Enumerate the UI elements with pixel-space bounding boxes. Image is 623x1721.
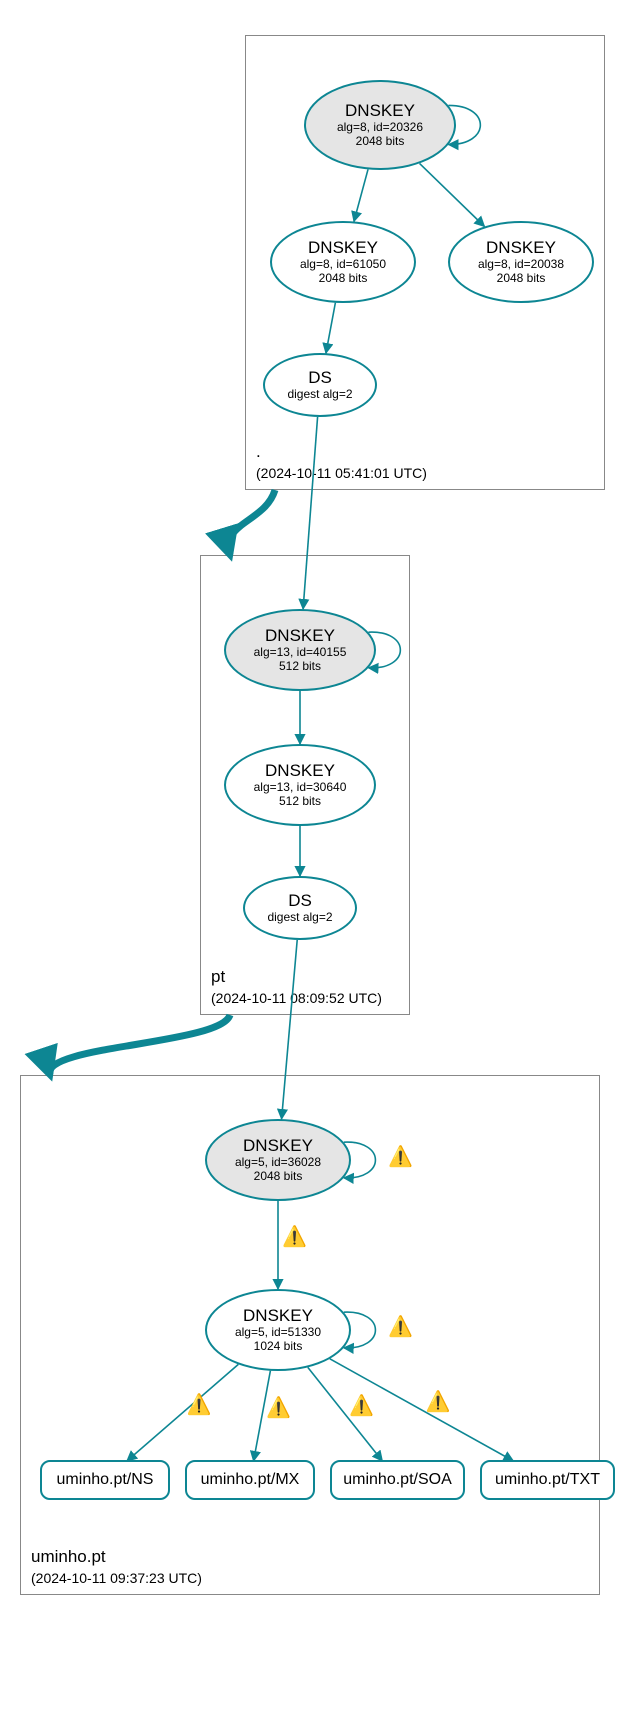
node-um_zsk: DNSKEYalg=5, id=513301024 bits: [205, 1289, 351, 1371]
zone-pt-label: pt (2024-10-11 08:09:52 UTC): [211, 966, 382, 1008]
zone-root-label: . (2024-10-11 05:41:01 UTC): [256, 441, 427, 483]
warning-icon: ⚠️: [266, 1397, 291, 1420]
node-pt_ksk: DNSKEYalg=13, id=40155512 bits: [224, 609, 376, 691]
zone-uminho-label: uminho.pt (2024-10-11 09:37:23 UTC): [31, 1546, 202, 1588]
warning-icon: ⚠️: [282, 1226, 307, 1249]
node-root_ksk: DNSKEYalg=8, id=203262048 bits: [304, 80, 456, 170]
warning-icon: ⚠️: [388, 1316, 413, 1339]
node-rr_ns: uminho.pt/NS: [40, 1460, 170, 1500]
node-pt_ds: DSdigest alg=2: [243, 876, 357, 940]
warning-icon: ⚠️: [426, 1391, 451, 1414]
zone-pt-name: pt: [211, 967, 225, 986]
warning-icon: ⚠️: [187, 1394, 212, 1417]
node-rr_mx: uminho.pt/MX: [185, 1460, 315, 1500]
zone-root-ts: (2024-10-11 05:41:01 UTC): [256, 465, 427, 481]
node-rr_soa: uminho.pt/SOA: [330, 1460, 465, 1500]
zone-pt-ts: (2024-10-11 08:09:52 UTC): [211, 990, 382, 1006]
node-root_zsk1: DNSKEYalg=8, id=610502048 bits: [270, 221, 416, 303]
zone-uminho-name: uminho.pt: [31, 1547, 106, 1566]
zone-uminho-ts: (2024-10-11 09:37:23 UTC): [31, 1570, 202, 1586]
zone-root-name: .: [256, 442, 261, 461]
node-um_ksk: DNSKEYalg=5, id=360282048 bits: [205, 1119, 351, 1201]
warning-icon: ⚠️: [349, 1395, 374, 1418]
warning-icon: ⚠️: [388, 1146, 413, 1169]
node-root_zsk2: DNSKEYalg=8, id=200382048 bits: [448, 221, 594, 303]
node-rr_txt: uminho.pt/TXT: [480, 1460, 615, 1500]
node-pt_zsk: DNSKEYalg=13, id=30640512 bits: [224, 744, 376, 826]
node-root_ds: DSdigest alg=2: [263, 353, 377, 417]
